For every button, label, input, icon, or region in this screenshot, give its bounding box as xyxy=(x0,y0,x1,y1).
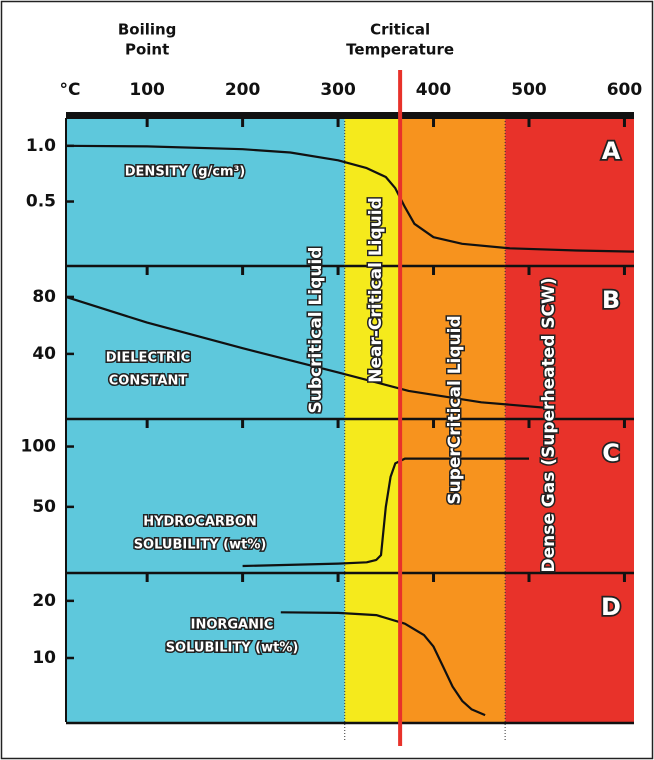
annotation: Temperature xyxy=(346,41,454,59)
curve xyxy=(280,611,486,717)
y-tick-label: 100 xyxy=(21,437,57,457)
annotation: Boiling xyxy=(118,21,177,39)
curve-label: HYDROCARBON xyxy=(143,515,257,530)
x-tick-label: 100 xyxy=(129,80,165,100)
region-label: Dense Gas (Superheated SCW) xyxy=(539,277,559,572)
annotation: Point xyxy=(125,41,169,59)
curve-label: SOLUBILITY (wt%) xyxy=(166,641,299,656)
x-tick-label: 600 xyxy=(607,80,643,100)
panel-letter: C xyxy=(602,439,620,467)
curve xyxy=(65,295,549,410)
curve-label: DENSITY (g/cm³) xyxy=(125,165,245,180)
y-tick-label: 10 xyxy=(32,648,56,668)
region-label: Near-Critical Liquid xyxy=(366,197,386,383)
y-tick-label: 1.0 xyxy=(26,136,56,156)
curve-label: DIELECTRIC xyxy=(106,351,190,366)
panel-letter: D xyxy=(601,593,621,621)
x-tick-label: 500 xyxy=(511,80,547,100)
curve-label: CONSTANT xyxy=(109,374,188,389)
y-tick-label: 80 xyxy=(32,287,56,307)
y-tick-label: 50 xyxy=(32,497,56,517)
top-axis-bar xyxy=(66,112,634,119)
region-label: Subcritical Liquid xyxy=(306,247,326,414)
x-tick-label: 300 xyxy=(320,80,356,100)
annotation: Critical xyxy=(370,21,430,39)
x-tick-label: 400 xyxy=(416,80,452,100)
panel-letter: B xyxy=(602,286,620,314)
y-tick-label: 0.5 xyxy=(26,192,56,212)
curve-label: INORGANIC xyxy=(191,618,274,633)
curve xyxy=(65,144,635,253)
panel-letter: A xyxy=(602,137,621,165)
region-label: SuperCritical Liquid xyxy=(445,315,465,504)
x-tick-label: 200 xyxy=(225,80,261,100)
y-tick-label: 40 xyxy=(32,344,56,364)
x-axis-label: °C xyxy=(60,80,81,100)
y-tick-label: 20 xyxy=(32,591,56,611)
curve-label: SOLUBILITY (wt%) xyxy=(134,538,267,553)
